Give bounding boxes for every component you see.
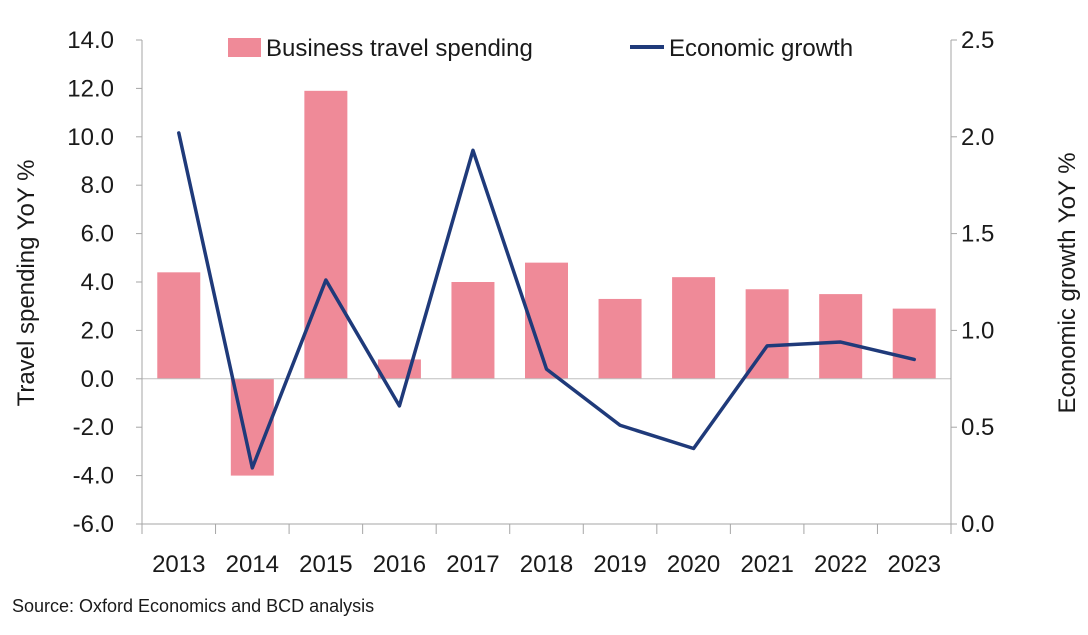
- x-tick-label: 2014: [226, 551, 279, 578]
- combo-chart: 14.0 12.0 10.0 8.0 6.0 4.0 2.0 0.0 -2.0 -4.0 -6.0 2…: [13, 27, 1081, 578]
- left-tick-label: 10.0: [67, 124, 114, 151]
- bar-2019: [598, 298, 642, 379]
- x-tick-label: 2015: [299, 551, 352, 578]
- x-tick-label: 2020: [667, 551, 720, 578]
- left-tick-label: 0.0: [81, 366, 114, 393]
- x-tick-label: 2019: [593, 551, 646, 578]
- left-tick-label: -4.0: [73, 463, 114, 490]
- right-tick-label: 0.0: [961, 511, 994, 538]
- x-tick-label: 2013: [152, 551, 205, 578]
- left-tick-label: 2.0: [81, 317, 114, 344]
- x-tick-label: 2018: [520, 551, 573, 578]
- x-tick-label: 2016: [373, 551, 426, 578]
- bar-2018: [525, 262, 568, 379]
- right-tick-label: 1.0: [961, 317, 994, 344]
- bar-2016: [377, 359, 421, 379]
- bar-series-layer: [157, 90, 936, 476]
- x-tick-label: 2021: [740, 551, 793, 578]
- right-tick-label: 2.0: [961, 124, 994, 151]
- left-tick-label: 8.0: [81, 172, 114, 199]
- tick-labels-layer: 14.0 12.0 10.0 8.0 6.0 4.0 2.0 0.0 -2.0 -4.0 -6.0 2…: [67, 27, 994, 578]
- axes-layer: [136, 39, 957, 534]
- bar-2022: [819, 294, 863, 379]
- left-tick-label: -2.0: [73, 414, 114, 441]
- left-tick-label: -6.0: [73, 511, 114, 538]
- source-note: Source: Oxford Economics and BCD analysi…: [12, 596, 375, 616]
- line-series-layer: [177, 131, 916, 470]
- x-tick-label: 2023: [888, 551, 941, 578]
- legend-swatch-business-travel-spending: [228, 38, 261, 57]
- legend-label-business-travel-spending: Business travel spending: [266, 35, 533, 62]
- right-tick-label: 1.5: [961, 221, 994, 248]
- left-tick-label: 4.0: [81, 269, 114, 296]
- left-axis-title: Travel spending YoY %: [13, 160, 40, 407]
- right-tick-label: 0.5: [961, 414, 994, 441]
- right-tick-label: 2.5: [961, 27, 994, 54]
- bar-2017: [451, 282, 495, 379]
- bar-2020: [672, 277, 716, 379]
- left-tick-label: 14.0: [67, 27, 114, 54]
- legend: Business travel spending Economic growth: [228, 35, 853, 62]
- left-tick-label: 12.0: [67, 75, 114, 102]
- x-tick-label: 2022: [814, 551, 867, 578]
- bar-2023: [892, 308, 936, 379]
- bar-2013: [157, 272, 201, 379]
- bar-2015: [304, 90, 348, 379]
- x-tick-label: 2017: [446, 551, 499, 578]
- left-tick-label: 6.0: [81, 221, 114, 248]
- right-axis-title: Economic growth YoY %: [1054, 152, 1081, 413]
- legend-label-economic-growth: Economic growth: [669, 35, 853, 62]
